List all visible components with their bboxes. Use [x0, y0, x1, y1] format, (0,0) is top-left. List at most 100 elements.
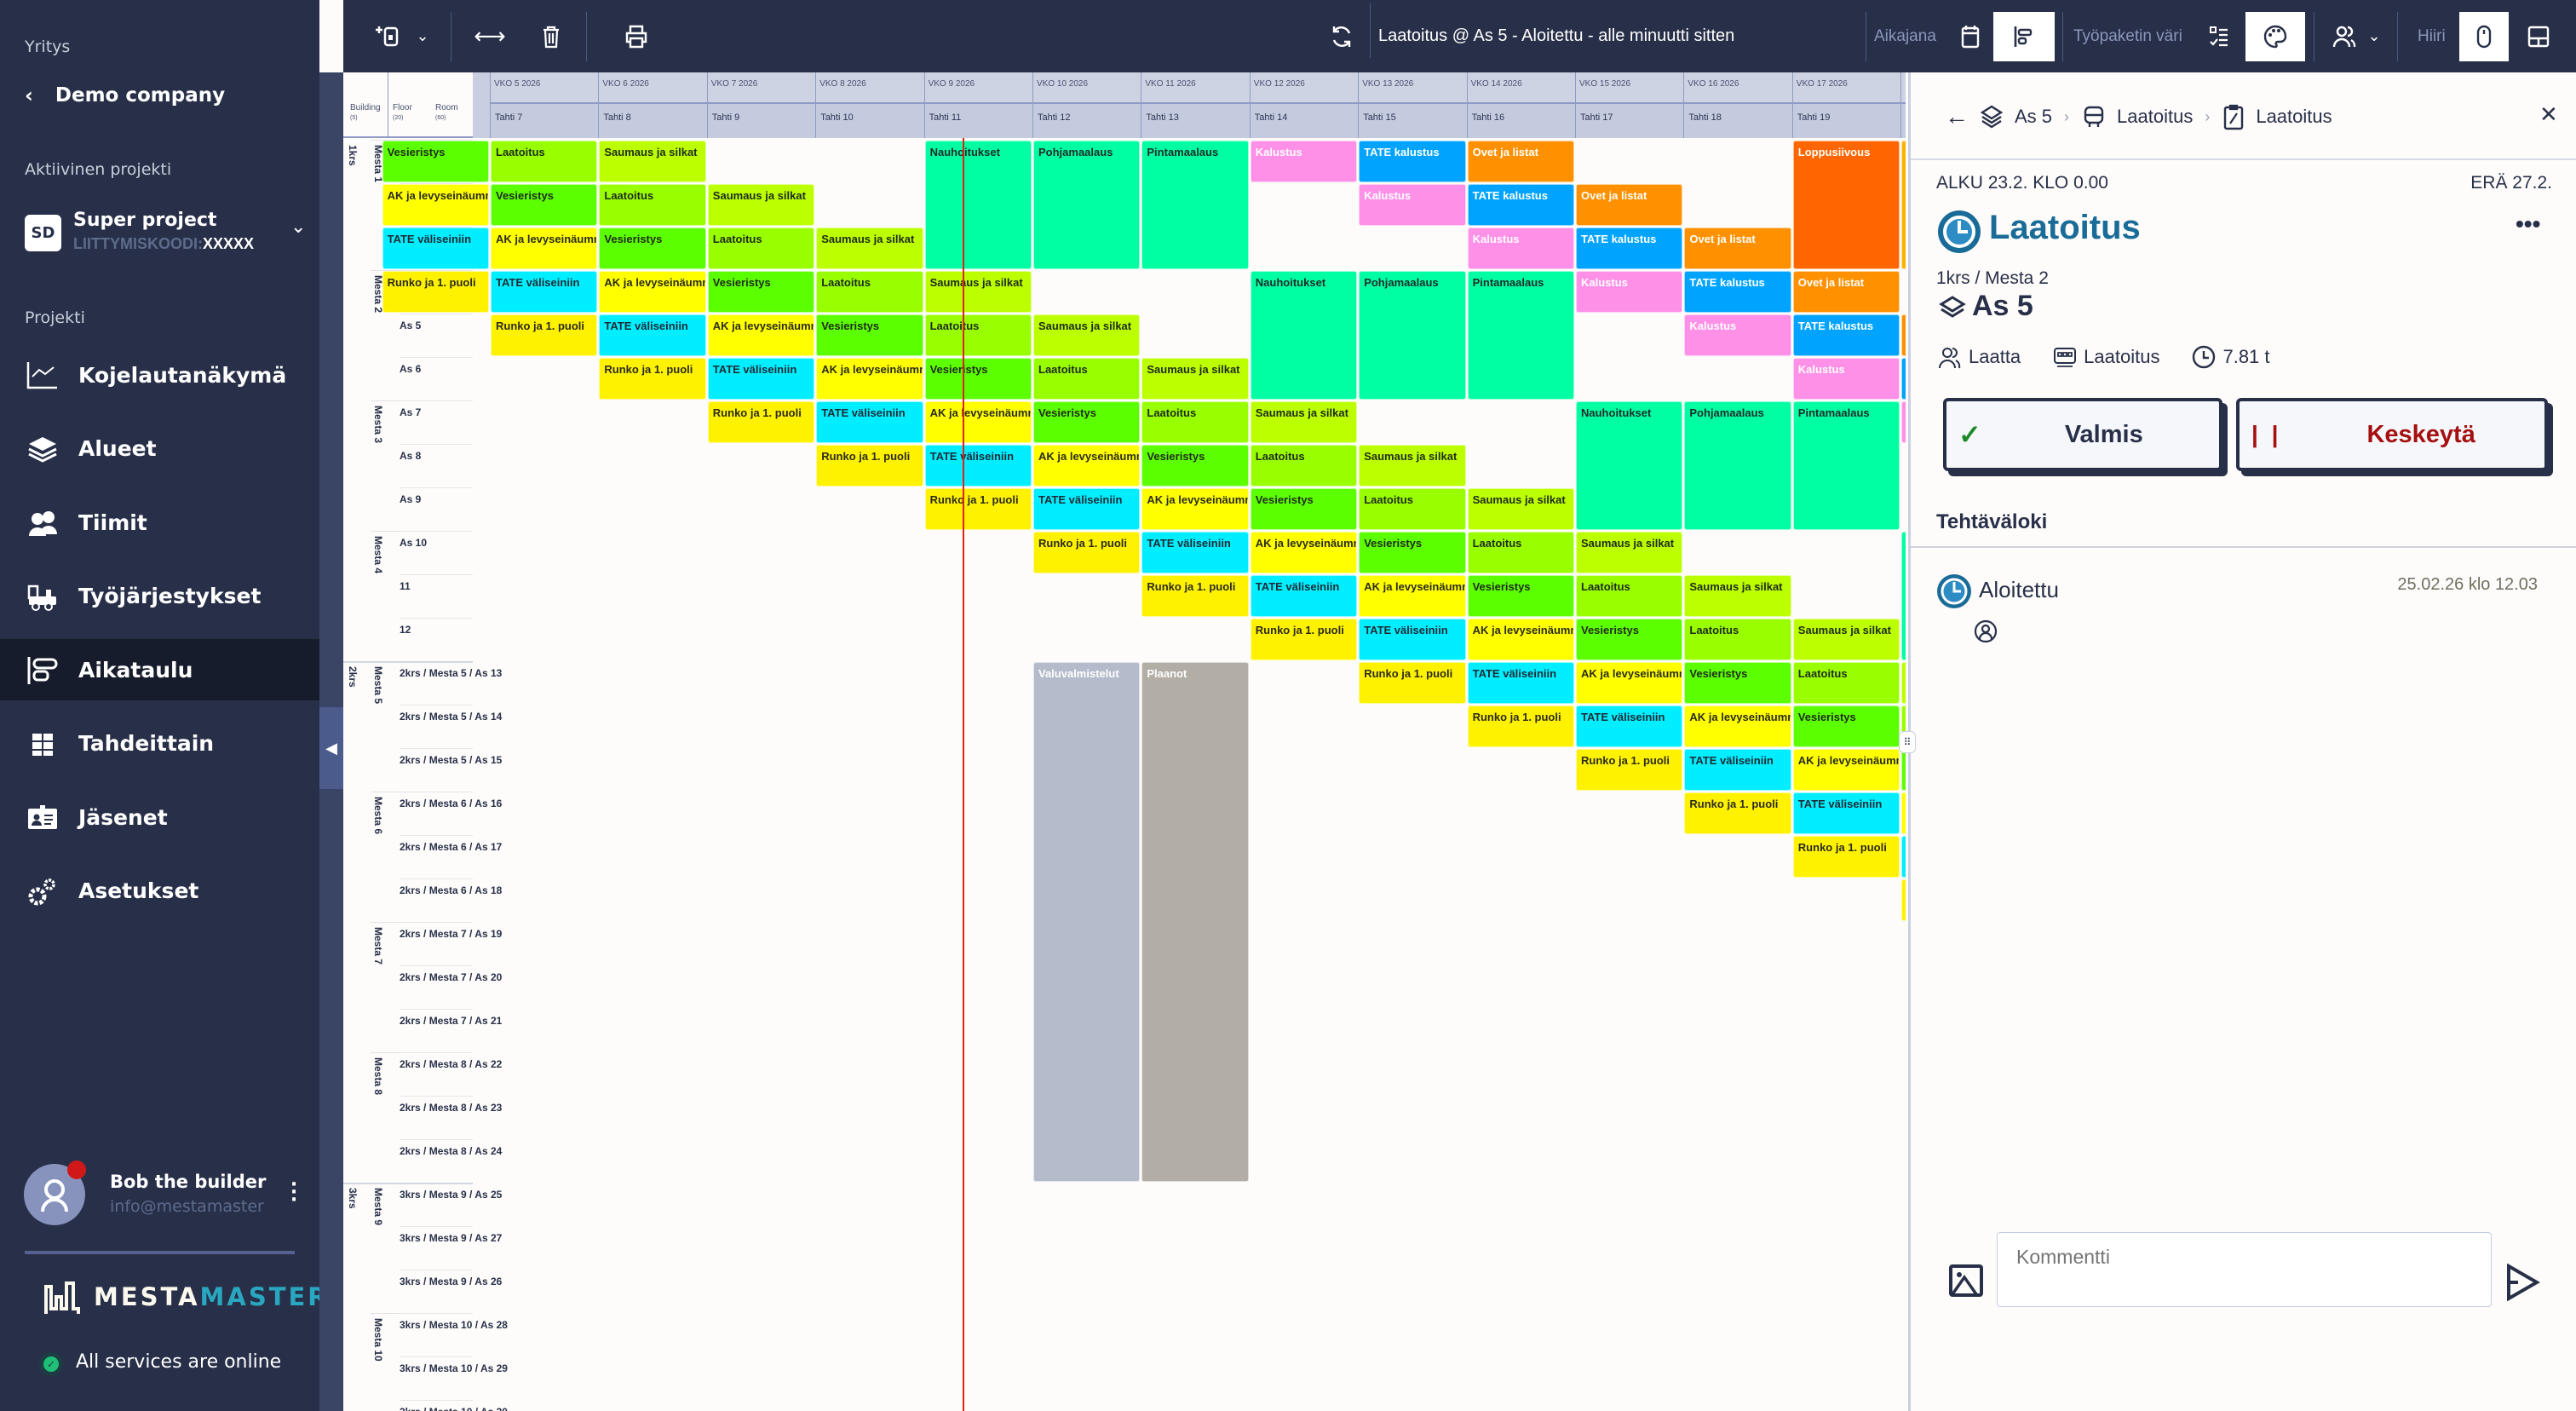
task-block[interactable]: TATE väliseiniin: [1684, 749, 1791, 791]
tahti-header[interactable]: Tahti 14: [1249, 104, 1359, 138]
task-block[interactable]: Saumaus ja silkat: [1576, 532, 1683, 573]
task-block[interactable]: Runko ja 1. puoli: [1792, 836, 1900, 878]
task-block[interactable]: Vesieristys: [1467, 575, 1574, 617]
task-block[interactable]: Runko ja 1. puoli: [599, 358, 706, 400]
tahti-header[interactable]: Tahti 10: [815, 104, 924, 138]
room-label[interactable]: 2krs / Mesta 8 / As 22: [400, 1052, 502, 1096]
task-block[interactable]: Laatoitus: [1359, 488, 1466, 530]
task-block[interactable]: Runko ja 1. puoli: [1141, 575, 1249, 617]
users-filter-button[interactable]: [2326, 0, 2363, 72]
floor-label[interactable]: Mesta 3: [372, 406, 384, 444]
task-block[interactable]: Saumaus ja silkat: [1684, 575, 1791, 617]
task-block[interactable]: TATE väliseiniin: [1467, 662, 1574, 704]
task-block[interactable]: Runko ja 1. puoli: [382, 271, 489, 313]
task-block[interactable]: Vesieristys: [924, 358, 1032, 400]
task-block[interactable]: TATE kalustus: [1792, 314, 1900, 356]
task-block[interactable]: Nauhoitukset: [1576, 401, 1683, 530]
avatar[interactable]: [24, 1160, 86, 1225]
task-block[interactable]: AK ja levyseinäumm: [1576, 662, 1683, 704]
task-block[interactable]: Plaanot: [1141, 662, 1249, 1182]
building-label[interactable]: 2krs: [347, 666, 359, 688]
task-block[interactable]: TATE väliseiniin: [816, 401, 923, 443]
room-label[interactable]: 2krs / Mesta 8 / As 24: [400, 1139, 502, 1183]
sidebar-item-kojelautanäkymä[interactable]: Kojelautanäkymä: [0, 344, 319, 406]
task-block[interactable]: Laatoitus: [1576, 575, 1683, 617]
task-block[interactable]: Laatoitus: [816, 271, 923, 313]
task-block[interactable]: Kalustus: [1792, 358, 1900, 400]
task-block[interactable]: Laatoitus: [1684, 619, 1791, 660]
done-button[interactable]: ✓ Valmis: [1943, 398, 2222, 471]
task-block[interactable]: AK ja levyseinäumm: [1792, 749, 1900, 791]
task-block[interactable]: AK ja levyseinäumm: [1901, 792, 1906, 834]
tahti-header[interactable]: Tahti 17: [1575, 104, 1684, 138]
room-label[interactable]: As 8: [400, 444, 473, 487]
tahti-header[interactable]: Tahti 7: [490, 104, 599, 138]
attach-image-icon[interactable]: [1948, 1264, 1986, 1298]
task-block[interactable]: TATE väliseiniin: [1250, 575, 1358, 617]
panel-resize-handle[interactable]: ⠿: [1899, 731, 1916, 753]
schedule-grid[interactable]: Building (5) Floor (20) Room (60) VKO 5 202…: [343, 72, 1906, 1411]
room-label[interactable]: 2krs / Mesta 7 / As 21: [400, 1009, 502, 1052]
task-block[interactable]: Vesieristys: [816, 314, 923, 356]
task-block[interactable]: Ovet ja listat: [1576, 184, 1683, 226]
task-block[interactable]: TATE väliseiniin: [924, 445, 1032, 487]
floor-label[interactable]: Mesta 1: [372, 145, 384, 183]
timeline-view-button[interactable]: [1993, 12, 2055, 61]
tahti-header[interactable]: Tahti 13: [1141, 104, 1250, 138]
checklist-color-button[interactable]: [2200, 0, 2238, 72]
task-block[interactable]: AK ja levyseinäumm: [816, 358, 923, 400]
room-label[interactable]: 3krs / Mesta 10 / As 29: [400, 1356, 508, 1400]
floor-label[interactable]: Mesta 4: [372, 536, 384, 574]
tahti-header[interactable]: Tahti 8: [598, 104, 707, 138]
task-block[interactable]: Saumaus ja silkat: [1033, 314, 1141, 356]
task-block[interactable]: Laatoitus: [1467, 532, 1574, 573]
room-label[interactable]: As 5: [400, 314, 473, 357]
task-block[interactable]: Laatoitus: [1250, 445, 1358, 487]
sidebar-item-tiimit[interactable]: Tiimit: [0, 492, 319, 553]
building-label[interactable]: 3krs: [347, 1188, 359, 1209]
task-block[interactable]: AK ja levyseinäumm: [1359, 575, 1466, 617]
sidebar-item-tahdeittain[interactable]: Tahdeittain: [0, 713, 319, 775]
sidebar-item-jäsenet[interactable]: Jäsenet: [0, 786, 319, 848]
task-block[interactable]: Nauhoitukset: [1250, 271, 1358, 400]
room-label[interactable]: 2krs / Mesta 7 / As 20: [400, 965, 502, 1009]
task-block[interactable]: Pintamaalaus: [1792, 401, 1900, 530]
task-block[interactable]: AK ja levyseinäumm: [491, 227, 598, 269]
room-label[interactable]: 2krs / Mesta 8 / As 23: [400, 1096, 502, 1139]
sidebar-item-työjärjestykset[interactable]: Työjärjestykset: [0, 566, 319, 627]
floor-label[interactable]: Mesta 2: [372, 275, 384, 314]
task-block[interactable]: Runko ja 1. puoli: [491, 314, 598, 356]
task-block[interactable]: Saumaus ja silkat: [924, 271, 1032, 313]
task-block[interactable]: Runko ja 1. puoli: [924, 488, 1032, 530]
floor-column-header[interactable]: Floor (20): [393, 103, 412, 121]
task-block[interactable]: Kalustus: [1684, 314, 1791, 356]
task-block[interactable]: Laatoitus: [1792, 662, 1900, 704]
room-label[interactable]: 2krs / Mesta 6 / As 16: [400, 792, 502, 835]
room-label[interactable]: 3krs / Mesta 9 / As 25: [400, 1183, 502, 1226]
task-block[interactable]: Loppusiivous: [1792, 141, 1900, 269]
send-icon[interactable]: [2506, 1264, 2540, 1301]
print-button[interactable]: [618, 0, 655, 72]
back-arrow-icon[interactable]: ←: [1945, 103, 1969, 130]
kebab-menu-icon[interactable]: · · ·: [290, 1174, 298, 1211]
task-block[interactable]: Saumaus ja silkat: [816, 227, 923, 269]
sidebar-item-alueet[interactable]: Alueet: [0, 418, 319, 480]
floor-label[interactable]: Mesta 6: [372, 797, 384, 835]
sidebar-item-asetukset[interactable]: Asetukset: [0, 861, 319, 922]
room-label[interactable]: 2krs / Mesta 5 / As 14: [400, 705, 502, 748]
mouse-mode-button[interactable]: [2459, 12, 2509, 61]
floor-label[interactable]: Mesta 5: [372, 666, 384, 705]
task-block[interactable]: Runko ja 1. puoli: [1684, 792, 1791, 834]
task-block[interactable]: TATE kalustus: [1901, 358, 1906, 400]
task-block[interactable]: Ovet ja listat: [1467, 141, 1574, 182]
sidebar-item-aikataulu[interactable]: Aikataulu: [0, 639, 319, 700]
task-block[interactable]: Saumaus ja silkat: [599, 141, 706, 182]
task-block[interactable]: TATE väliseiniin: [1033, 488, 1141, 530]
task-block[interactable]: AK ja levyseinäumm: [1684, 706, 1791, 747]
task-block[interactable]: TATE väliseiniin: [1901, 836, 1906, 878]
task-block[interactable]: Kalustus: [1901, 401, 1906, 443]
task-block[interactable]: Vesieristys: [1141, 445, 1249, 487]
collapse-sidebar-button[interactable]: ◀: [319, 707, 343, 789]
task-block[interactable]: AK ja levyseinäumm: [1033, 445, 1141, 487]
task-block[interactable]: TATE kalustus: [1467, 184, 1574, 226]
